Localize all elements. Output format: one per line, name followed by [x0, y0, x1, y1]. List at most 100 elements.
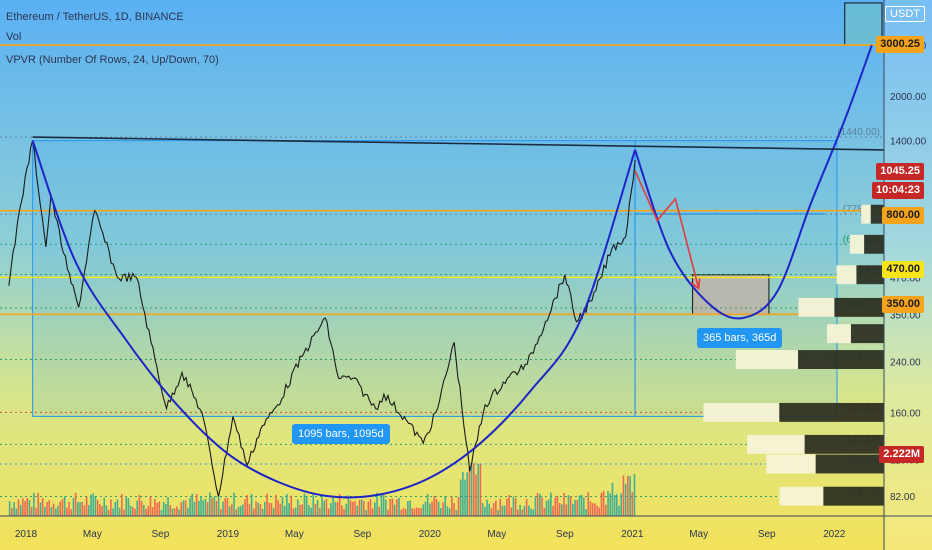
- volume-bar: [8, 501, 11, 516]
- volume-bar: [165, 503, 167, 516]
- volume-bar: [490, 508, 493, 516]
- volume-bar: [191, 493, 194, 516]
- time-axis-tick: Sep: [758, 529, 776, 540]
- volume-bar: [244, 499, 246, 516]
- volume-bar: [402, 507, 405, 516]
- volume-bar: [118, 507, 121, 516]
- volume-bar: [204, 498, 207, 516]
- volume-bar: [266, 493, 268, 516]
- time-axis-tick: 2020: [419, 529, 442, 540]
- volume-bar: [552, 505, 554, 516]
- volume-bar: [198, 501, 200, 516]
- volume-bar: [446, 506, 449, 516]
- volume-bar: [290, 495, 293, 516]
- volume-bar: [253, 508, 255, 516]
- volume-bar: [63, 496, 66, 516]
- volume-bar: [237, 506, 240, 516]
- volume-bar: [88, 505, 90, 516]
- volume-bar: [114, 501, 117, 516]
- target-price-tag: 3000.25: [876, 36, 924, 53]
- volume-bar: [453, 502, 455, 516]
- volume-bar: [422, 504, 425, 516]
- volume-bar: [74, 492, 77, 516]
- volume-bar: [72, 497, 75, 516]
- volume-profile-down: [804, 434, 884, 454]
- vpvr-indicator-label[interactable]: VPVR (Number Of Rows, 24, Up/Down, 70): [6, 54, 219, 66]
- volume-profile-down: [856, 265, 884, 285]
- volume-profile-down: [823, 486, 884, 506]
- volume-bar: [468, 466, 471, 516]
- time-axis-tick: May: [487, 529, 506, 540]
- volume-bar: [193, 501, 196, 516]
- volume-bar: [297, 499, 299, 516]
- volume-profile-up: [827, 324, 851, 344]
- volume-bar: [514, 498, 517, 516]
- volume-profile-down: [779, 402, 884, 422]
- volume-bar: [70, 509, 73, 516]
- volume-bar: [121, 493, 123, 516]
- volume-bar: [310, 507, 312, 516]
- volume-bar: [292, 508, 295, 516]
- volume-indicator-label[interactable]: Vol: [6, 31, 22, 43]
- volume-bar: [591, 503, 594, 516]
- volume-bar: [583, 497, 585, 516]
- volume-bar: [481, 503, 484, 516]
- volume-bar: [90, 494, 92, 516]
- volume-bar: [547, 499, 550, 516]
- volume-bar: [44, 506, 46, 516]
- volume-bar: [585, 509, 587, 516]
- volume-bar: [404, 508, 407, 516]
- volume-bar: [352, 501, 354, 516]
- time-axis-tick: May: [689, 529, 708, 540]
- volume-profile-up: [779, 486, 824, 506]
- volume-profile-up: [735, 350, 799, 369]
- volume-bar: [96, 500, 99, 516]
- projection-curve: [634, 44, 873, 320]
- volume-bar: [415, 507, 418, 516]
- projection-range-measure[interactable]: 365 bars, 365d: [697, 328, 783, 348]
- volume-bar: [343, 509, 345, 516]
- volume-bar: [396, 499, 398, 516]
- volume-profile-up: [836, 265, 857, 285]
- time-axis-tick: May: [83, 529, 102, 540]
- volume-bar: [11, 507, 13, 516]
- cup-date-range: [32, 140, 636, 417]
- volume-bar: [550, 492, 552, 516]
- volume-bar: [587, 492, 590, 516]
- cup-range-measure[interactable]: 1095 bars, 1095d: [292, 424, 390, 444]
- volume-bar: [605, 504, 607, 516]
- volume-bar: [125, 497, 128, 516]
- volume-bar: [52, 503, 55, 516]
- volume-bar: [536, 492, 539, 516]
- currency-button[interactable]: USDT: [885, 6, 925, 22]
- volume-bar: [209, 492, 211, 516]
- volume-bar: [316, 499, 319, 516]
- volume-bar: [138, 494, 141, 516]
- volume-bar: [411, 508, 414, 516]
- time-axis-tick: Sep: [353, 529, 371, 540]
- price-axis-tick: 160.00: [890, 408, 921, 419]
- volume-bar: [17, 499, 20, 516]
- volume-profile-up: [703, 402, 780, 422]
- volume-bar: [607, 491, 609, 516]
- volume-bar: [294, 507, 297, 516]
- volume-bar: [178, 509, 180, 516]
- volume-bar: [22, 498, 24, 516]
- volume-bar: [371, 508, 374, 516]
- volume-bar: [528, 505, 530, 516]
- volume-bar: [479, 464, 482, 516]
- volume-bar: [525, 499, 528, 516]
- volume-bar: [132, 506, 134, 516]
- volume-profile-down: [798, 350, 884, 369]
- level-800-tag: 800.00: [882, 207, 924, 224]
- volume-bar: [554, 497, 557, 516]
- price-axis-tick: 470.00: [890, 273, 921, 284]
- target-zone-box: [844, 2, 883, 46]
- vpvr-level-label: (1440.00): [837, 127, 880, 138]
- volume-bar: [116, 499, 119, 516]
- volume-bar: [374, 502, 376, 516]
- volume-bar: [272, 507, 275, 516]
- volume-bar: [217, 494, 220, 516]
- volume-bar: [378, 506, 381, 516]
